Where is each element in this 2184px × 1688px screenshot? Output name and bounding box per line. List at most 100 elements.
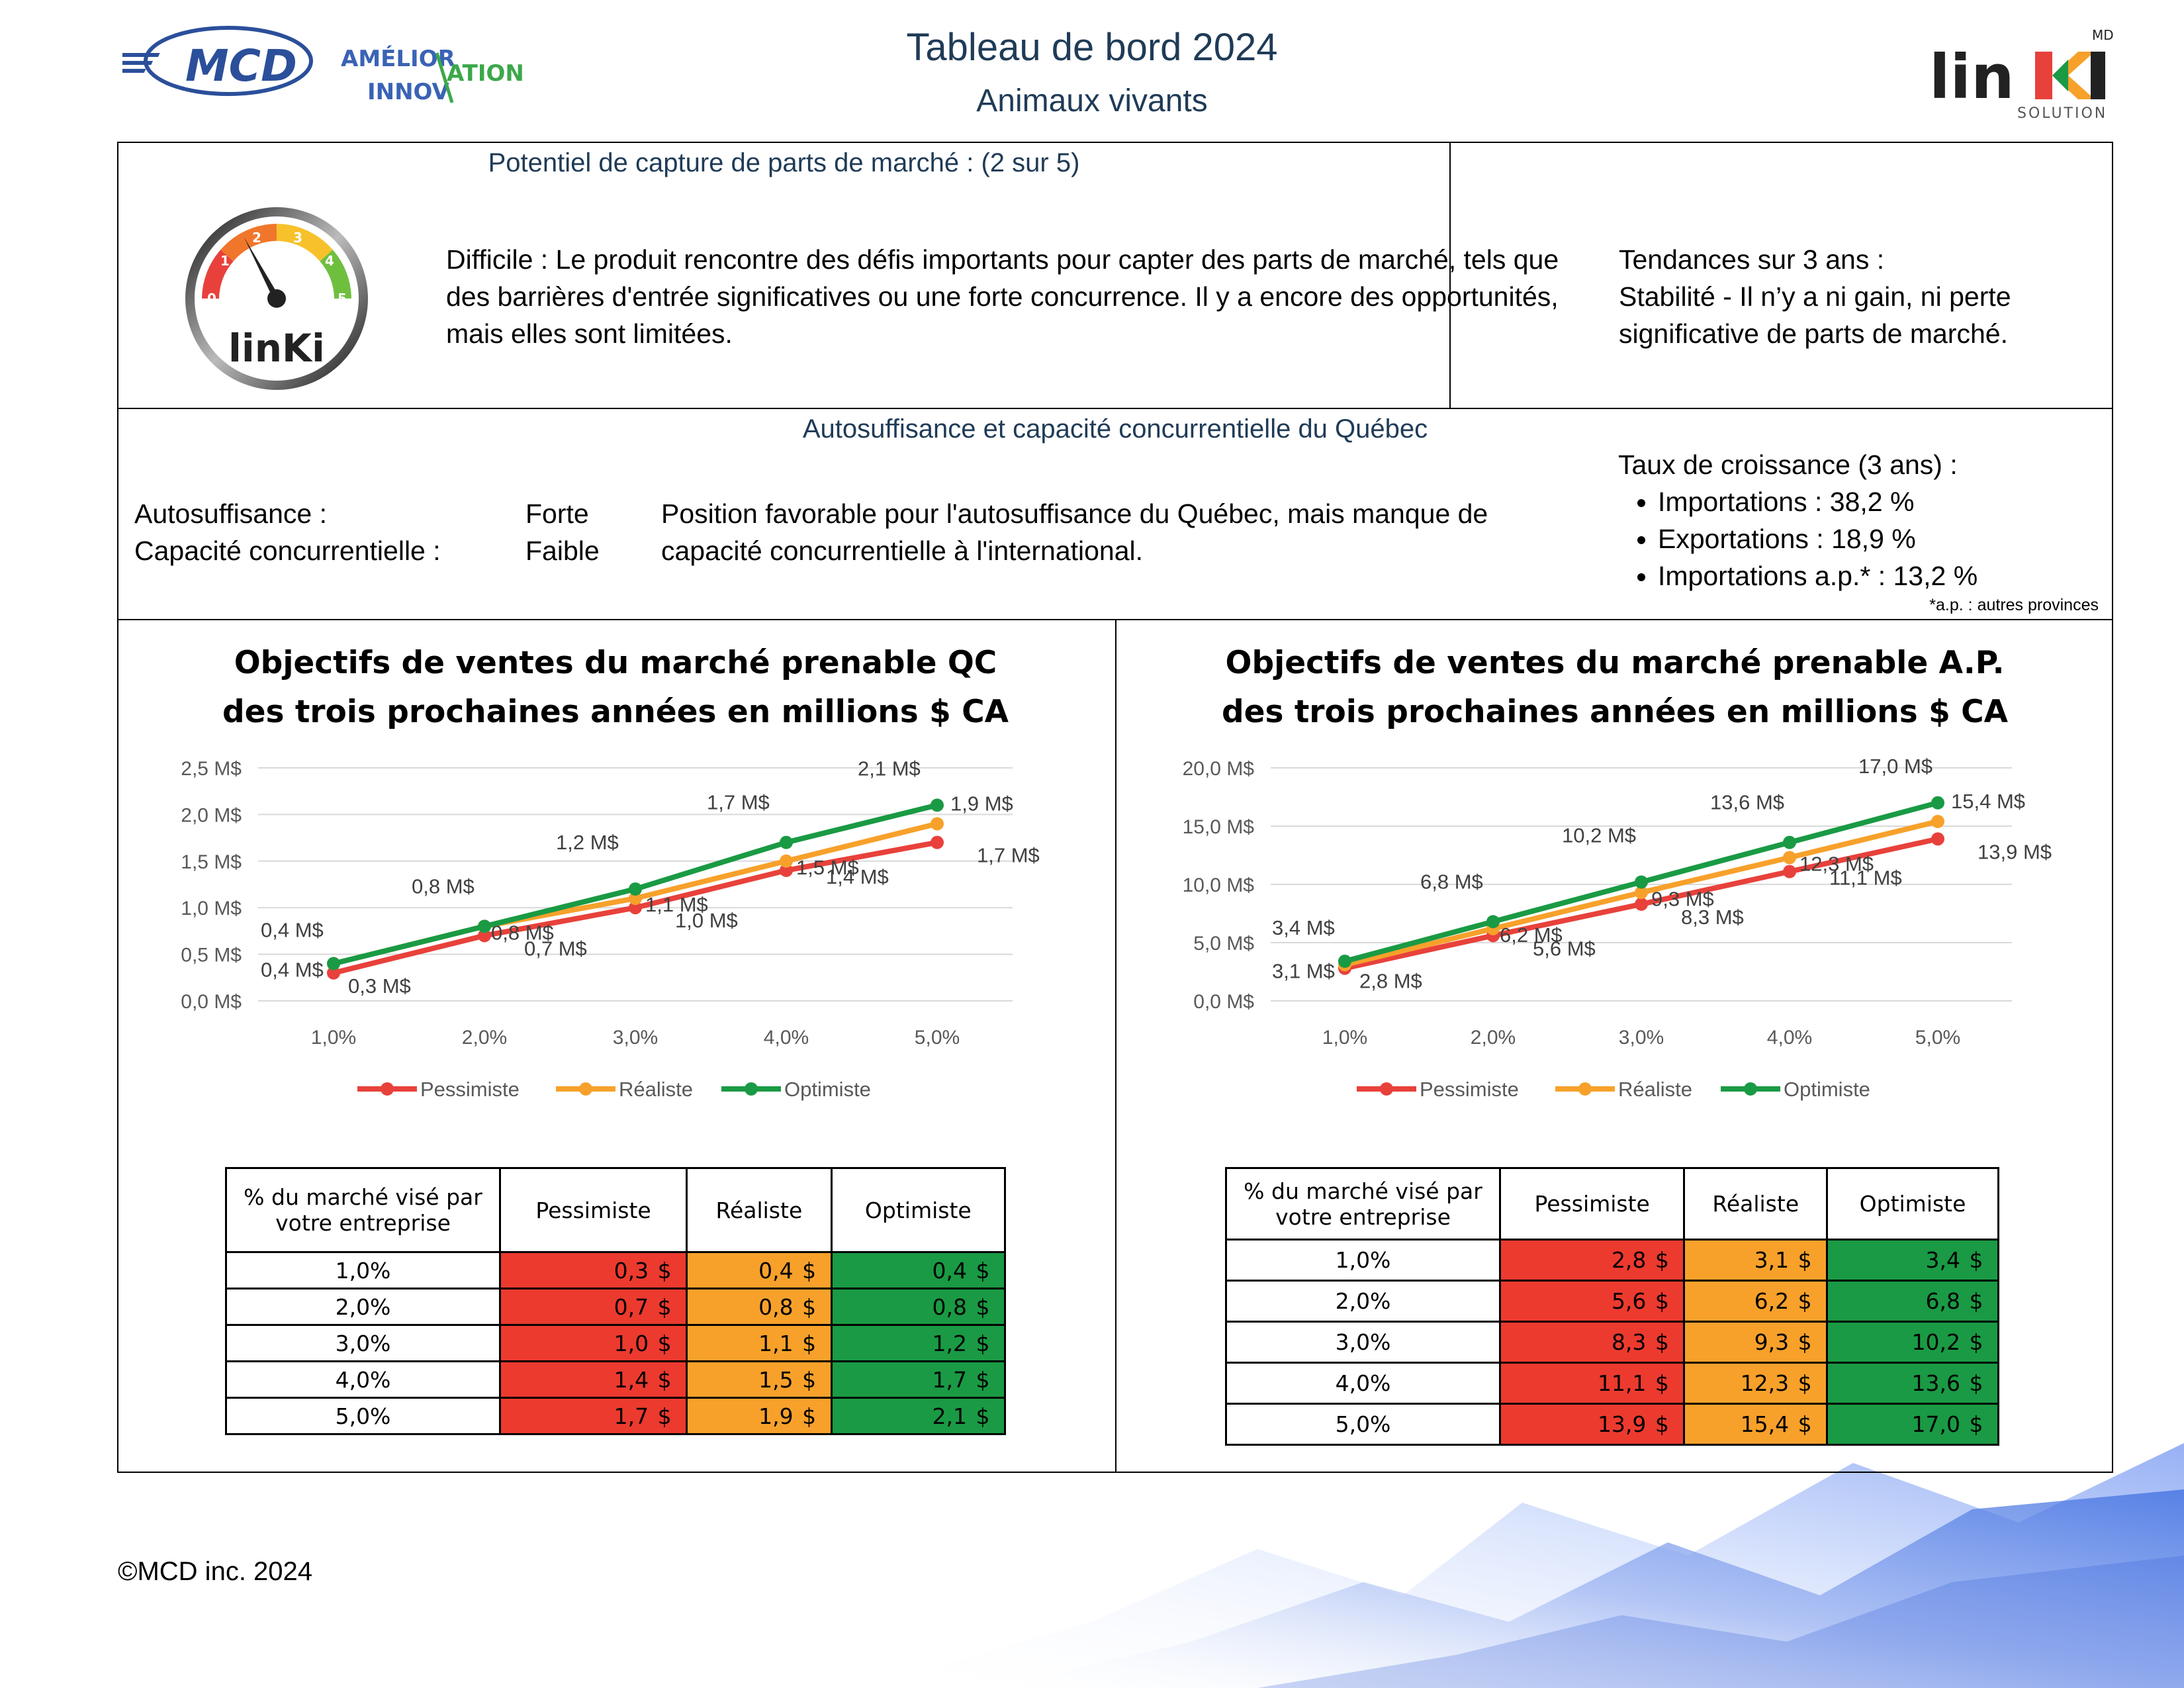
data-point (931, 798, 944, 812)
svg-text:INNOV: INNOV (367, 79, 450, 105)
table-cell-value: 6,2 $ (1683, 1280, 1829, 1323)
data-label: 1,4 M$ (826, 865, 889, 888)
data-label: 6,8 M$ (1420, 870, 1483, 893)
data-point (1783, 865, 1796, 878)
decorative-wave-graphic (860, 1443, 2184, 1688)
data-label: 1,5 M$ (796, 856, 859, 879)
data-label: 0,8 M$ (491, 921, 554, 944)
table-ap-header-optimiste: Optimiste (1826, 1167, 1999, 1241)
growth-item-imports: Importations : 38,2 % (1658, 483, 2101, 520)
data-point (931, 817, 944, 831)
y-tick-label: 5,0 M$ (1193, 933, 1254, 955)
data-point (629, 882, 642, 896)
growth-item-imports-ap: Importations a.p.* : 13,2 % (1658, 557, 2101, 594)
data-point (931, 835, 944, 849)
y-tick-label: 0,0 M$ (181, 991, 242, 1013)
data-label: 2,1 M$ (858, 757, 921, 780)
table-row: 5,0% 1,7 $1,9 $2,1 $ (225, 1397, 1007, 1435)
data-point (327, 957, 340, 970)
table-cell-value: 1,5 $ (686, 1360, 833, 1399)
data-point (1486, 915, 1500, 929)
data-label: 10,2 M$ (1562, 823, 1636, 847)
data-point (1783, 835, 1796, 849)
trends-title: Tendances sur 3 ans : (1619, 244, 1885, 275)
footer-copyright: ©MCD inc. 2024 (118, 1557, 313, 1586)
x-tick-label: 1,0% (311, 1027, 356, 1049)
table-ap: % du marché visé par votre entreprise Pe… (1225, 1167, 1999, 1446)
table-qc: % du marché visé par votre entreprise Pe… (225, 1167, 1007, 1435)
data-label: 0,4 M$ (261, 959, 324, 982)
cell-amount: 0,4 (758, 1257, 794, 1284)
table-cell-value: 1,1 $ (686, 1324, 833, 1362)
data-point (780, 835, 793, 849)
cell-amount: 0,3 (614, 1257, 649, 1284)
data-label: 15,4 M$ (1951, 790, 2025, 813)
table-row: 3,0% 8,3 $9,3 $10,2 $ (1225, 1321, 1999, 1364)
growth-rate-block: Taux de croissance (3 ans) : Importation… (1618, 446, 2101, 594)
cell-currency: $ (657, 1257, 672, 1284)
data-label: 6,2 M$ (1500, 923, 1563, 947)
cell-amount: 3,1 (1754, 1247, 1790, 1273)
amelioration-innovation-logo: AMÉLIOR ATION INNOV (341, 45, 524, 105)
legend-marker (381, 1082, 394, 1096)
self-sufficiency-title: Autosuffisance et capacité concurrentiel… (802, 414, 1428, 444)
market-potential-outline (117, 142, 2113, 409)
table-cell-value: 13,9 $ (1498, 1403, 1686, 1446)
data-point (1338, 955, 1351, 968)
chart-qc-title-line1: Objectifs de ventes du marché prenable Q… (234, 645, 997, 681)
cell-currency: $ (976, 1257, 990, 1284)
table-cell-pct: 1,0% (225, 1251, 501, 1289)
data-label: 3,4 M$ (1272, 916, 1335, 939)
cell-amount: 13,9 (1597, 1411, 1647, 1437)
table-qc-header-optimiste: Optimiste (830, 1167, 1007, 1253)
self-sufficiency-section: Autosuffisance et capacité concurrentiel… (117, 408, 2113, 620)
chart-qc-title-line2: des trois prochaines années en millions … (222, 694, 1009, 730)
footnote-other-provinces: *a.p. : autres provinces (1929, 596, 2099, 614)
table-cell-pct: 2,0% (1225, 1280, 1501, 1323)
cell-amount: 0,8 (932, 1293, 967, 1320)
table-row: 3,0% 1,0 $1,1 $1,2 $ (225, 1324, 1007, 1362)
data-label: 0,8 M$ (412, 874, 475, 898)
cell-currency: $ (802, 1257, 817, 1284)
table-cell-pct: 5,0% (1225, 1403, 1501, 1446)
trends-text: Stabilité - Il n’y a ni gain, ni perte s… (1619, 281, 2011, 349)
cell-currency: $ (1969, 1288, 1983, 1314)
cell-currency: $ (976, 1293, 990, 1320)
table-qc-header-pessimiste: Pessimiste (498, 1167, 688, 1253)
cell-currency: $ (1969, 1247, 1983, 1273)
table-cell-value: 1,7 $ (830, 1360, 1007, 1399)
data-label: 1,1 M$ (645, 893, 708, 916)
svg-text:ATION: ATION (447, 60, 524, 87)
y-tick-label: 20,0 M$ (1183, 758, 1255, 780)
cell-amount: 10,2 (1911, 1329, 1960, 1355)
y-tick-label: 1,5 M$ (181, 851, 242, 873)
cell-amount: 1,9 (758, 1403, 794, 1429)
table-cell-value: 1,0 $ (498, 1324, 688, 1362)
cell-currency: $ (657, 1366, 672, 1393)
data-label: 1,7 M$ (977, 844, 1040, 867)
cell-amount: 2,1 (932, 1403, 967, 1429)
cell-amount: 1,0 (614, 1330, 649, 1356)
table-cell-pct: 2,0% (225, 1288, 501, 1326)
table-cell-value: 11,1 $ (1498, 1362, 1686, 1405)
cell-currency: $ (1655, 1411, 1669, 1437)
cell-amount: 8,3 (1611, 1329, 1647, 1355)
legend-marker (579, 1082, 592, 1096)
data-label: 0,3 M$ (348, 974, 411, 998)
x-tick-label: 2,0% (462, 1027, 507, 1049)
table-cell-value: 12,3 $ (1683, 1362, 1829, 1405)
data-label: 3,1 M$ (1272, 959, 1335, 982)
y-tick-label: 15,0 M$ (1183, 816, 1255, 838)
data-label: 5,6 M$ (1533, 937, 1596, 960)
data-point (1931, 796, 1944, 810)
svg-text:4: 4 (325, 253, 334, 269)
chart-ap-title-line1: Objectifs de ventes du marché prenable A… (1225, 645, 2005, 681)
legend-label: Pessimiste (420, 1078, 520, 1101)
cell-currency: $ (1797, 1329, 1812, 1355)
data-point (780, 863, 793, 877)
y-tick-label: 10,0 M$ (1183, 874, 1255, 896)
table-cell-value: 0,8 $ (830, 1288, 1007, 1326)
chart-qc: 0,0 M$ 0,5 M$ 1,0 M$ 1,5 M$ 2,0 M$ 2,5 M$ 1,0%… (181, 757, 1040, 1101)
data-label: 0,4 M$ (261, 919, 324, 942)
table-row: 2,0% 5,6 $6,2 $6,8 $ (1225, 1280, 1999, 1323)
